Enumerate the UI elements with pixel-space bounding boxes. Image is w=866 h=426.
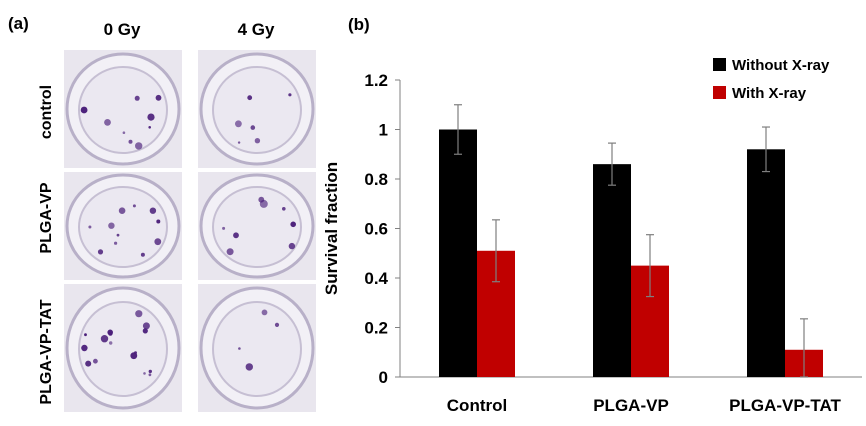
colony-spot [148,369,152,374]
colony-spot [134,95,140,101]
colony-spot [155,94,162,101]
colony-spot [247,95,253,101]
legend-label: With X-ray [732,85,807,102]
colony-spot [135,310,143,318]
dish-drawing [65,286,181,410]
y-tick-label: 1.2 [364,71,388,90]
colony-spot [250,125,256,130]
colony-spot [81,344,88,352]
legend-label: Without X-ray [732,57,830,74]
colony-spot [245,363,253,371]
colony-spot [142,322,150,330]
colony-spot [222,226,226,230]
colony-spot [108,222,115,229]
dish-control-4gy [198,50,316,168]
colony-spot [148,126,151,129]
colony-spot [135,142,143,150]
colony-spot [85,360,92,367]
dish-plga-vp-tat-0gy [64,284,182,412]
colony-spot [148,373,152,377]
colony-spot [118,207,126,214]
colony-spot [93,358,98,364]
colony-spot [156,219,161,224]
column-label-0gy: 0 Gy [103,20,141,39]
colony-spot [282,207,286,211]
colony-spot [254,138,261,144]
colony-spot [143,372,146,375]
y-tick-label: 0 [379,368,388,387]
colony-spot [259,199,268,208]
colony-spot [88,225,92,229]
colony-spot [235,120,242,128]
bar-without-xray [593,164,631,377]
colony-spot [261,309,268,316]
colony-spot [116,233,120,237]
legend-swatch [713,58,726,71]
colony-spot [109,341,113,345]
colony-spot [107,329,113,336]
dish-plga-vp-tat-4gy [198,284,316,412]
panel-a-label: (a) [8,14,29,33]
colony-spot [226,248,234,256]
y-tick-label: 0.6 [364,220,388,239]
y-tick-label: 1 [379,121,388,140]
dish-drawing [199,286,315,410]
colony-spot [154,238,162,246]
colony-spot [288,242,296,250]
colony-spot [128,139,133,144]
legend-swatch [713,86,726,99]
dish-plga-vp-0gy [64,172,182,280]
y-tick-label: 0.2 [364,319,388,338]
colony-spot [122,131,126,134]
y-tick-label: 0.8 [364,170,388,189]
colony-spot [288,93,292,97]
colony-spot [97,249,104,255]
dish-drawing [65,52,181,166]
bar-without-xray [439,129,477,377]
panel-b-label: (b) [348,15,370,34]
x-tick-label: PLGA-VP-TAT [729,396,841,415]
colony-spot [149,207,157,214]
colony-spot [84,333,87,337]
colony-spot [140,252,145,257]
colony-spot [237,141,241,144]
dish-drawing [65,173,181,279]
x-tick-label: PLGA-VP [593,396,669,415]
colony-spot [104,119,111,126]
colony-spot [80,106,88,114]
y-axis-label: Survival fraction [322,162,341,295]
dish-plga-vp-4gy [198,172,316,280]
colony-spot [238,347,241,350]
x-tick-label: Control [447,396,507,415]
column-label-4gy: 4 Gy [237,20,275,39]
colony-spot [233,232,239,239]
colony-spot [142,328,148,334]
dish-drawing [199,173,315,279]
colony-spot [147,113,155,121]
colony-spot [114,241,118,245]
dish-control-0gy [64,50,182,168]
colony-spot [290,221,296,228]
colony-spot [134,351,137,355]
colony-spot [132,204,136,208]
y-tick-label: 0.4 [364,269,388,288]
bar-without-xray [747,149,785,377]
colony-spot [274,322,280,327]
colony-spot [100,335,109,343]
dish-drawing [199,52,315,166]
